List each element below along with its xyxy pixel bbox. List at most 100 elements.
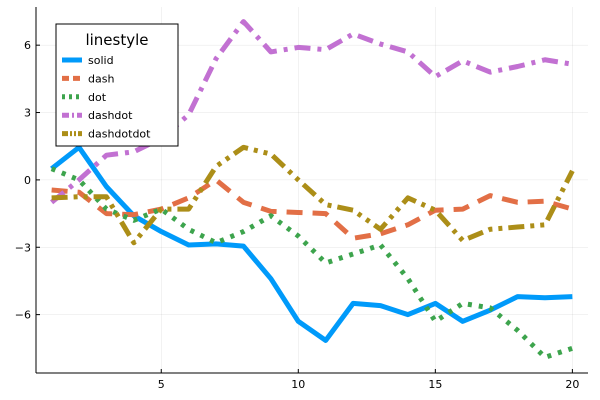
data-point-dashdot bbox=[268, 49, 273, 54]
data-point-dashdotdot bbox=[433, 208, 438, 213]
data-point-solid bbox=[186, 243, 191, 248]
data-point-dashdot bbox=[542, 57, 547, 62]
data-point-dash bbox=[488, 193, 493, 198]
data-point-dot bbox=[351, 251, 356, 256]
data-point-dashdot bbox=[241, 19, 246, 24]
data-point-solid bbox=[159, 229, 164, 234]
legend-title: linestyle bbox=[85, 31, 148, 49]
data-point-solid bbox=[515, 294, 520, 299]
data-point-solid bbox=[323, 338, 328, 343]
data-point-dash bbox=[405, 222, 410, 227]
x-tick-label: 5 bbox=[158, 378, 165, 391]
data-point-solid bbox=[241, 244, 246, 249]
series-line-dashdotdot bbox=[51, 144, 575, 246]
data-point-dashdotdot bbox=[296, 177, 301, 182]
series-solid bbox=[50, 144, 575, 343]
data-point-dot bbox=[570, 346, 575, 351]
data-point-dot bbox=[433, 319, 438, 324]
data-point-solid bbox=[570, 294, 575, 299]
data-point-dashdotdot bbox=[542, 222, 547, 227]
legend-box bbox=[55, 23, 179, 147]
data-point-dash bbox=[296, 210, 301, 215]
data-point-dashdotdot bbox=[378, 227, 383, 232]
data-point-dashdot bbox=[405, 49, 410, 54]
data-point-dash bbox=[323, 211, 328, 216]
data-point-solid bbox=[268, 276, 273, 281]
series-line-dashdot bbox=[50, 19, 573, 205]
grid bbox=[36, 7, 588, 373]
data-point-dashdot bbox=[323, 47, 328, 52]
series-line-dash bbox=[51, 177, 574, 241]
data-point-dash bbox=[515, 200, 520, 205]
data-point-solid bbox=[405, 312, 410, 317]
data-point-dashdot bbox=[351, 31, 356, 36]
data-point-dot bbox=[186, 227, 191, 232]
data-point-dashdotdot bbox=[186, 207, 191, 212]
data-point-solid bbox=[460, 319, 465, 324]
data-point-dashdot bbox=[515, 64, 520, 69]
data-point-dashdotdot bbox=[323, 202, 328, 207]
data-point-dot bbox=[323, 260, 328, 265]
y-tick-label: 3 bbox=[24, 107, 31, 120]
x-tick-label: 15 bbox=[428, 378, 442, 391]
data-point-dot bbox=[460, 301, 465, 306]
x-tick-label: 10 bbox=[291, 378, 305, 391]
data-point-dashdot bbox=[460, 58, 465, 63]
data-point-dash bbox=[378, 231, 383, 236]
data-point-dashdotdot bbox=[405, 195, 410, 200]
data-point-dot bbox=[104, 207, 109, 212]
data-point-dot bbox=[405, 276, 410, 281]
data-point-dash bbox=[241, 200, 246, 205]
data-point-dot bbox=[131, 218, 136, 223]
axis-frame bbox=[35, 7, 588, 374]
data-point-dashdotdot bbox=[268, 152, 273, 157]
data-point-dashdot bbox=[49, 200, 54, 205]
data-point-solid bbox=[378, 303, 383, 308]
series-line-solid bbox=[50, 144, 573, 343]
data-point-dashdotdot bbox=[104, 194, 109, 199]
legend-label-dot: dot bbox=[88, 91, 107, 104]
data-point-solid bbox=[104, 184, 109, 189]
y-tick-label: −3 bbox=[15, 241, 31, 254]
data-point-solid bbox=[351, 301, 356, 306]
data-point-solid bbox=[542, 295, 547, 300]
data-point-dot bbox=[268, 213, 273, 218]
data-point-dash bbox=[186, 195, 191, 200]
data-point-dashdot bbox=[77, 177, 82, 182]
data-point-dash bbox=[49, 188, 54, 193]
data-point-dashdotdot bbox=[570, 168, 575, 173]
axis-ticks: 5 10 15 20 −6 −3 0 3 6 bbox=[15, 39, 580, 391]
data-point-dot bbox=[488, 305, 493, 310]
data-point-dashdotdot bbox=[214, 164, 219, 169]
series-dash bbox=[49, 177, 575, 241]
data-point-dashdotdot bbox=[351, 208, 356, 213]
data-point-dash bbox=[542, 199, 547, 204]
data-point-dash bbox=[77, 190, 82, 195]
data-point-dash bbox=[570, 207, 575, 212]
data-point-dash bbox=[104, 211, 109, 216]
data-point-dot bbox=[241, 229, 246, 234]
data-point-solid bbox=[296, 319, 301, 324]
data-point-dot bbox=[515, 328, 520, 333]
data-point-dashdot bbox=[186, 112, 191, 117]
legend-label-dash: dash bbox=[88, 72, 114, 85]
data-point-dash bbox=[214, 177, 219, 182]
data-point-dashdotdot bbox=[460, 238, 465, 243]
data-point-dashdot bbox=[131, 149, 136, 154]
y-tick-label: −6 bbox=[15, 309, 31, 322]
series-dashdot bbox=[49, 19, 573, 205]
legend-label-solid: solid bbox=[88, 54, 114, 67]
data-point-dashdotdot bbox=[131, 240, 136, 245]
data-point-dash bbox=[131, 212, 136, 217]
data-point-dashdot bbox=[488, 70, 493, 75]
data-point-dash bbox=[351, 236, 356, 241]
data-point-dashdotdot bbox=[49, 195, 54, 200]
data-point-solid bbox=[433, 301, 438, 306]
data-point-dashdotdot bbox=[241, 145, 246, 150]
x-tick-label: 20 bbox=[565, 378, 579, 391]
data-point-dashdotdot bbox=[488, 227, 493, 232]
data-point-dashdot bbox=[378, 42, 383, 47]
data-point-dashdotdot bbox=[159, 207, 164, 212]
data-point-dash bbox=[460, 207, 465, 212]
